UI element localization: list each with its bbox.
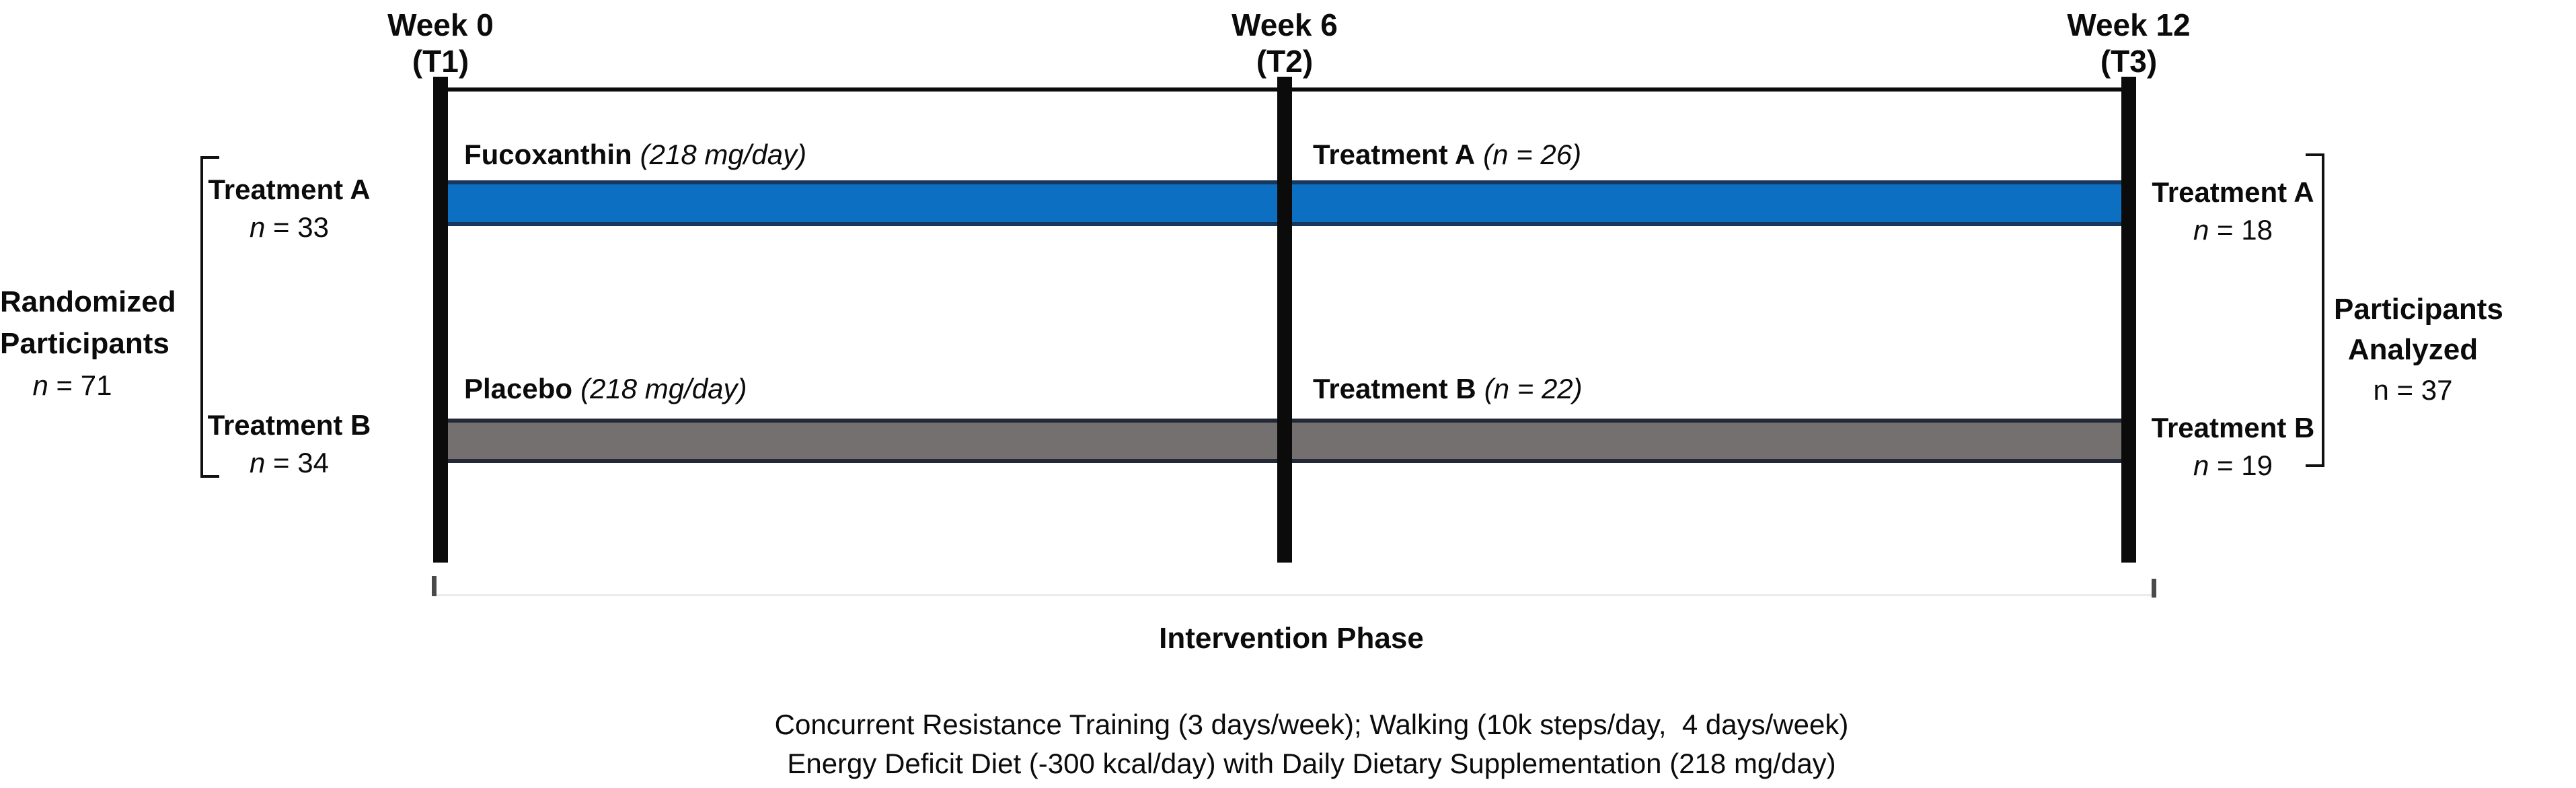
timepoint-label-t2: Week 6 (T2) [1164,7,1406,79]
left-bracket [200,156,219,478]
treatment-a-start-name: Treatment A [208,174,371,205]
t2-label: (T2) [1256,44,1314,79]
treatment-b-midpoint-label: Treatment B (n = 22) [1313,373,1583,405]
treatment-a-end-n-symbol: n [2193,214,2209,246]
treatment-a-end-label: Treatment A n = 18 [2146,174,2320,249]
treatment-b-mid-n: (n = 22) [1484,373,1583,404]
treatment-a-midpoint-label: Treatment A (n = 26) [1313,139,1581,171]
week-0-label: Week 0 [387,7,494,42]
timeline-marker-t1 [433,77,448,563]
right-bracket [2306,153,2324,467]
randomized-n: n = 71 [0,365,145,406]
caption-line-2: Energy Deficit Diet (-300 kcal/day) with… [787,748,1836,779]
treatment-a-start-label: Treatment A n = 33 [202,171,377,246]
analyzed-n: n = 37 [2373,374,2453,406]
placebo-label: Placebo (218 mg/day) [464,373,747,405]
intervention-phase-label: Intervention Phase [1159,622,1424,655]
treatment-a-mid-n: (n = 26) [1483,139,1582,170]
treatment-a-end-name: Treatment A [2152,176,2314,208]
treatment-a-start-n: n = 33 [202,209,377,246]
treatment-b-start-name: Treatment B [207,409,371,441]
treatment-a-mid-name: Treatment A [1313,139,1476,170]
randomized-line2: Participants [0,327,169,360]
timepoint-label-t1: Week 0 (T1) [319,7,562,79]
treatment-a-start-n-symbol: n [250,211,266,243]
week-6-label: Week 6 [1232,7,1338,42]
treatment-b-end-n: n = 19 [2146,447,2320,485]
caption-line-1: Concurrent Resistance Training (3 days/w… [774,709,1849,740]
baseline-right-tick [2152,579,2156,598]
t1-label: (T1) [412,44,469,79]
treatment-b-end-label: Treatment B n = 19 [2146,409,2320,485]
fucoxanthin-label: Fucoxanthin (218 mg/day) [464,139,806,171]
treatment-a-start-n-value: = 33 [265,211,329,243]
treatment-b-start-label: Treatment B n = 34 [202,406,377,482]
baseline-axis-line [434,594,2155,596]
t3-label: (T3) [2100,44,2158,79]
intervention-a-name: Fucoxanthin [464,139,632,170]
intervention-a-dose: (218 mg/day) [640,139,807,170]
analyzed-line2: Analyzed [2347,333,2478,366]
intervention-b-name: Placebo [464,373,573,404]
analyzed-line1: Participants [2334,293,2503,326]
participants-analyzed-label: Participants Analyzed n = 37 [2334,289,2503,410]
randomized-n-symbol: n [32,369,48,401]
treatment-a-end-n: n = 18 [2146,211,2320,249]
treatment-b-mid-name: Treatment B [1313,373,1476,404]
figure-caption: Concurrent Resistance Training (3 days/w… [639,705,1984,783]
treatment-b-start-n-symbol: n [250,447,266,478]
treatment-b-start-n-value: = 34 [265,447,329,478]
treatment-b-end-n-value: = 19 [2209,450,2273,481]
treatment-b-end-n-symbol: n [2193,450,2209,481]
randomized-n-value: = 71 [48,369,112,401]
randomized-participants-label: Randomized Participants n = 71 [0,281,176,406]
treatment-b-start-n: n = 34 [202,444,377,482]
treatment-b-end-name: Treatment B [2151,412,2315,443]
randomized-line1: Randomized [0,285,176,318]
treatment-a-end-n-value: = 18 [2209,214,2273,246]
timepoint-label-t3: Week 12 (T3) [2008,7,2250,79]
intervention-b-dose: (218 mg/day) [580,373,747,404]
baseline-left-tick [432,576,437,596]
timeline-marker-t2 [1277,77,1292,563]
timeline-marker-t3 [2121,77,2136,563]
week-12-label: Week 12 [2067,7,2191,42]
